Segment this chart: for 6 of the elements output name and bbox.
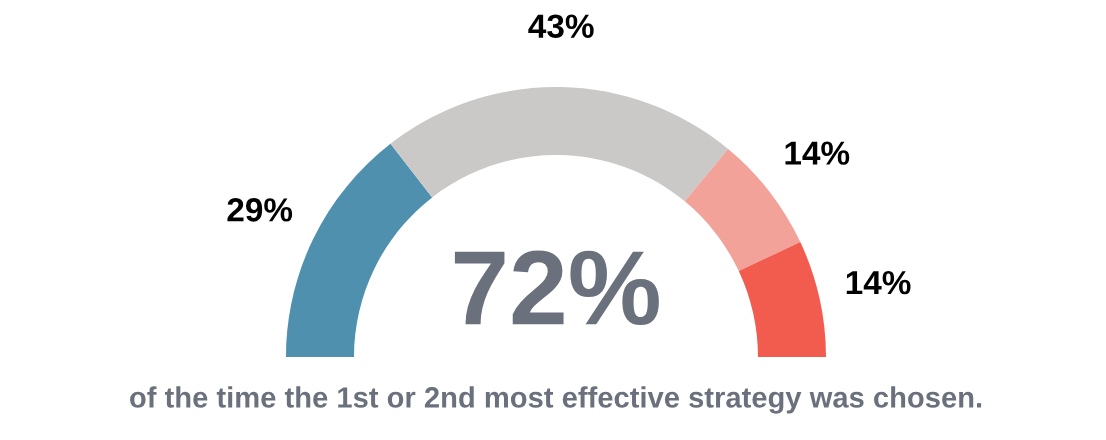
data-label: 29% [227, 198, 293, 222]
text: 72% [454, 250, 659, 326]
text: of the time the 1st or 2nd most effective strategy was chosen. [130, 386, 982, 414]
data-label: 14% [785, 141, 850, 165]
data-label: 14% [846, 270, 911, 295]
data-label: 43% [528, 14, 594, 39]
